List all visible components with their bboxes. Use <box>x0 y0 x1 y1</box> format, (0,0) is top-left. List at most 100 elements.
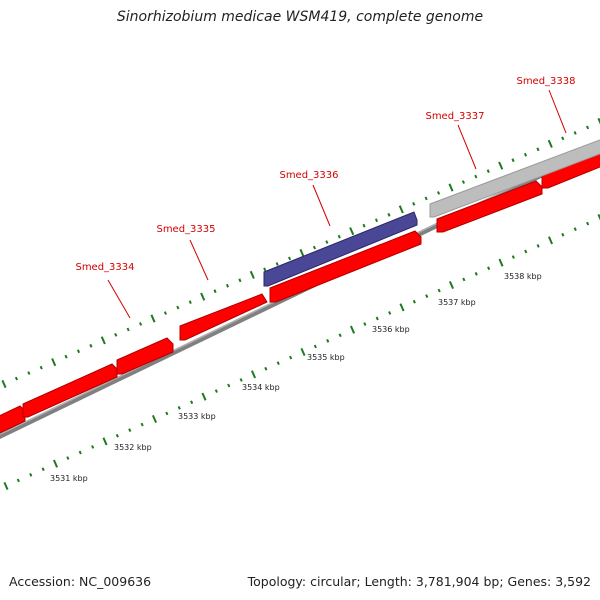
major-tick <box>399 303 405 312</box>
accession-text: Accession: NC_009636 <box>9 574 152 589</box>
minor-tick <box>239 378 243 382</box>
kbp-label: 3532 kbp <box>114 443 152 452</box>
major-tick <box>349 325 356 334</box>
minor-tick <box>165 411 169 416</box>
major-tick <box>398 205 404 214</box>
minor-tick <box>177 405 181 410</box>
minor-tick <box>214 389 218 393</box>
minor-tick <box>29 472 33 477</box>
minor-tick <box>524 249 528 254</box>
major-tick <box>201 392 207 401</box>
minor-tick <box>487 266 491 271</box>
genome-stats-text: Topology: circular; Length: 3,781,904 bp… <box>247 574 591 589</box>
gene-arrow[interactable] <box>0 405 26 434</box>
kbp-label: 3531 kbp <box>50 474 88 483</box>
minor-tick <box>586 221 590 226</box>
minor-tick <box>225 283 230 288</box>
map-title: Sinorhizobium medicae WSM419, complete g… <box>116 9 484 25</box>
minor-tick <box>213 289 217 294</box>
kbp-label: 3533 kbp <box>178 412 216 421</box>
major-tick <box>547 236 554 245</box>
gene-label-smed-3334[interactable]: Smed_3334 <box>75 262 134 273</box>
minor-tick <box>227 383 231 388</box>
major-tick <box>498 258 504 267</box>
minor-tick <box>313 344 317 349</box>
gene-callouts: Smed_3334 Smed_3335 Smed_3336 Smed_3337 … <box>75 76 576 319</box>
minor-tick <box>374 218 379 223</box>
gene-label-smed-3337[interactable]: Smed_3337 <box>425 111 484 122</box>
gene-arrow[interactable] <box>116 337 174 375</box>
callout-line <box>548 89 567 134</box>
minor-tick <box>287 256 292 261</box>
minor-tick <box>275 262 279 266</box>
major-tick <box>51 358 57 367</box>
minor-tick <box>474 271 478 276</box>
minor-tick <box>573 227 577 232</box>
minor-tick <box>128 428 132 433</box>
minor-tick <box>89 343 93 348</box>
kbp-labels: 3531 kbp 3532 kbp 3533 kbp 3534 kbp 3535… <box>50 272 542 483</box>
minor-tick <box>140 422 144 427</box>
minor-tick <box>312 245 317 250</box>
minor-tick <box>573 131 577 135</box>
major-tick <box>597 213 600 221</box>
minor-tick <box>425 294 429 299</box>
minor-tick <box>536 147 540 152</box>
minor-tick <box>325 240 329 244</box>
minor-tick <box>561 136 565 141</box>
minor-tick <box>190 400 194 405</box>
callout-line <box>312 184 331 227</box>
major-tick <box>3 481 9 491</box>
callout-line <box>189 239 209 281</box>
gene-arrow-smed-3337[interactable] <box>436 180 543 233</box>
kbp-label: 3536 kbp <box>372 325 410 334</box>
minor-tick <box>561 232 565 237</box>
gene-arrow[interactable] <box>179 293 268 341</box>
major-tick <box>300 347 306 357</box>
gene-label-smed-3338[interactable]: Smed_3338 <box>516 76 575 87</box>
minor-tick <box>474 174 478 179</box>
major-tick <box>102 437 108 446</box>
minor-tick <box>163 311 168 315</box>
minor-tick <box>437 288 441 293</box>
minor-tick <box>424 196 428 201</box>
major-tick <box>498 161 504 170</box>
major-tick <box>250 370 257 379</box>
gene-label-smed-3335[interactable]: Smed_3335 <box>156 224 215 235</box>
gene-arrow-smed-3336[interactable] <box>263 211 418 287</box>
major-tick <box>151 414 158 424</box>
gene-arrow-smed-3335[interactable] <box>269 230 422 303</box>
minor-tick <box>126 327 130 332</box>
gene-arrow-smed-3338[interactable] <box>429 138 600 218</box>
major-tick <box>52 459 59 468</box>
minor-tick <box>486 169 490 174</box>
minor-tick <box>263 267 267 272</box>
minor-tick <box>238 278 242 283</box>
minor-tick <box>289 355 293 360</box>
minor-tick <box>188 300 192 305</box>
minor-tick <box>176 305 180 310</box>
major-tick <box>448 183 454 192</box>
major-tick <box>249 270 255 279</box>
minor-tick <box>16 478 20 483</box>
minor-tick <box>76 349 81 354</box>
minor-tick <box>523 152 528 157</box>
gene-label-smed-3336[interactable]: Smed_3336 <box>279 170 338 181</box>
minor-tick <box>78 450 82 455</box>
minor-tick <box>387 212 391 217</box>
major-tick <box>547 139 553 148</box>
gene-arrow[interactable] <box>22 363 118 418</box>
major-tick <box>597 117 600 125</box>
minor-tick <box>276 361 280 366</box>
minor-tick <box>115 433 119 438</box>
minor-tick <box>511 158 515 163</box>
major-tick <box>150 314 156 323</box>
minor-tick <box>138 322 143 326</box>
minor-tick <box>412 201 416 206</box>
minor-tick <box>362 223 366 228</box>
minor-tick <box>462 277 466 282</box>
minor-tick <box>14 376 19 381</box>
minor-tick <box>511 255 515 259</box>
minor-tick <box>264 366 268 371</box>
